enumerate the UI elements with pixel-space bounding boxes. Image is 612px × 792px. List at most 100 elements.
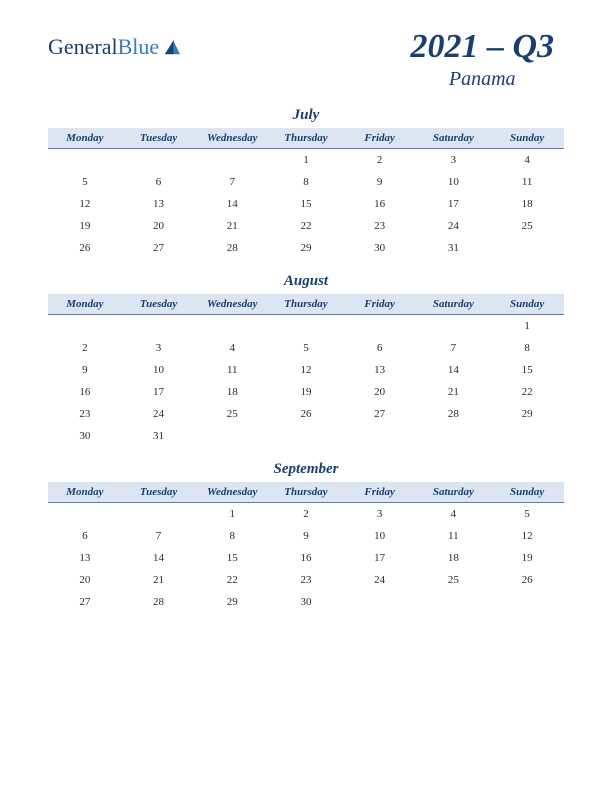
calendar-cell: 25	[195, 403, 269, 425]
day-header: Saturday	[417, 128, 491, 149]
day-header: Sunday	[490, 294, 564, 315]
day-header: Friday	[343, 482, 417, 503]
day-header: Wednesday	[195, 294, 269, 315]
calendar-cell	[269, 425, 343, 447]
calendar-cell: 17	[122, 381, 196, 403]
calendar-row: 12131415161718	[48, 193, 564, 215]
calendar-cell: 27	[48, 591, 122, 613]
day-header: Saturday	[417, 482, 491, 503]
logo-text-blue: Blue	[118, 34, 160, 59]
calendar-cell: 6	[122, 171, 196, 193]
day-header: Wednesday	[195, 482, 269, 503]
calendar-cell: 5	[48, 171, 122, 193]
calendar-cell: 5	[269, 337, 343, 359]
calendar-cell: 26	[269, 403, 343, 425]
calendar-cell	[269, 315, 343, 338]
calendar-cell: 14	[195, 193, 269, 215]
calendar-row: 20212223242526	[48, 569, 564, 591]
calendar-cell: 3	[343, 503, 417, 526]
year-quarter: 2021 – Q3	[410, 28, 554, 66]
country: Panama	[410, 68, 554, 91]
logo: GeneralBlue	[48, 34, 181, 60]
calendar-cell	[122, 503, 196, 526]
calendar-cell: 15	[269, 193, 343, 215]
calendar-row: 23242526272829	[48, 403, 564, 425]
calendar-cell	[343, 425, 417, 447]
calendar-cell: 3	[417, 149, 491, 172]
month-title: July	[48, 107, 564, 124]
calendar-cell: 11	[417, 525, 491, 547]
calendar-cell: 10	[417, 171, 491, 193]
calendar-cell	[195, 425, 269, 447]
calendar-cell: 13	[122, 193, 196, 215]
calendar-cell	[490, 237, 564, 259]
day-header: Friday	[343, 128, 417, 149]
calendar-cell: 29	[269, 237, 343, 259]
calendar-cell	[343, 315, 417, 338]
calendar-cell: 22	[269, 215, 343, 237]
calendar-cell: 12	[48, 193, 122, 215]
calendar-cell: 8	[195, 525, 269, 547]
day-header: Sunday	[490, 128, 564, 149]
calendar-cell	[48, 503, 122, 526]
calendar-cell: 31	[122, 425, 196, 447]
calendar-cell	[343, 591, 417, 613]
calendar-cell: 8	[269, 171, 343, 193]
month-title: September	[48, 461, 564, 478]
calendar-cell	[122, 149, 196, 172]
month-title: August	[48, 273, 564, 290]
calendar-cell: 7	[417, 337, 491, 359]
calendar-cell: 16	[48, 381, 122, 403]
calendar-cell: 25	[490, 215, 564, 237]
calendar-cell: 7	[122, 525, 196, 547]
calendar-cell: 12	[490, 525, 564, 547]
calendar-cell: 22	[490, 381, 564, 403]
calendar-cell: 27	[122, 237, 196, 259]
calendar-cell: 18	[417, 547, 491, 569]
calendar-cell: 7	[195, 171, 269, 193]
calendar-cell: 18	[490, 193, 564, 215]
day-header: Thursday	[269, 128, 343, 149]
calendar-row: 19202122232425	[48, 215, 564, 237]
calendar-cell: 9	[48, 359, 122, 381]
calendar-cell	[490, 591, 564, 613]
day-header: Monday	[48, 482, 122, 503]
calendar-cell: 24	[122, 403, 196, 425]
calendar-cell: 28	[122, 591, 196, 613]
calendar-row: 1234	[48, 149, 564, 172]
months-container: JulyMondayTuesdayWednesdayThursdayFriday…	[48, 107, 564, 613]
month-block: JulyMondayTuesdayWednesdayThursdayFriday…	[48, 107, 564, 259]
calendar-cell	[48, 315, 122, 338]
calendar-cell: 11	[195, 359, 269, 381]
calendar-cell: 23	[343, 215, 417, 237]
calendar-row: 6789101112	[48, 525, 564, 547]
day-header: Thursday	[269, 482, 343, 503]
calendar-cell: 23	[48, 403, 122, 425]
calendar-cell: 1	[490, 315, 564, 338]
day-header: Sunday	[490, 482, 564, 503]
calendar-row: 3031	[48, 425, 564, 447]
header: GeneralBlue 2021 – Q3 Panama	[48, 28, 564, 91]
calendar-cell: 17	[417, 193, 491, 215]
calendar-cell: 27	[343, 403, 417, 425]
calendar-cell: 9	[343, 171, 417, 193]
calendar-cell: 30	[343, 237, 417, 259]
calendar-row: 9101112131415	[48, 359, 564, 381]
calendar-cell	[417, 425, 491, 447]
calendar-cell	[195, 149, 269, 172]
calendar-row: 13141516171819	[48, 547, 564, 569]
calendar-cell: 29	[195, 591, 269, 613]
calendar-cell: 3	[122, 337, 196, 359]
calendar-cell: 2	[343, 149, 417, 172]
calendar-cell: 15	[195, 547, 269, 569]
month-block: SeptemberMondayTuesdayWednesdayThursdayF…	[48, 461, 564, 613]
calendar-cell: 13	[48, 547, 122, 569]
calendar-cell	[122, 315, 196, 338]
calendar-cell: 29	[490, 403, 564, 425]
calendar-cell: 22	[195, 569, 269, 591]
day-header: Tuesday	[122, 128, 196, 149]
calendar-cell: 21	[417, 381, 491, 403]
calendar-table: MondayTuesdayWednesdayThursdayFridaySatu…	[48, 294, 564, 447]
calendar-cell: 9	[269, 525, 343, 547]
calendar-cell: 4	[490, 149, 564, 172]
